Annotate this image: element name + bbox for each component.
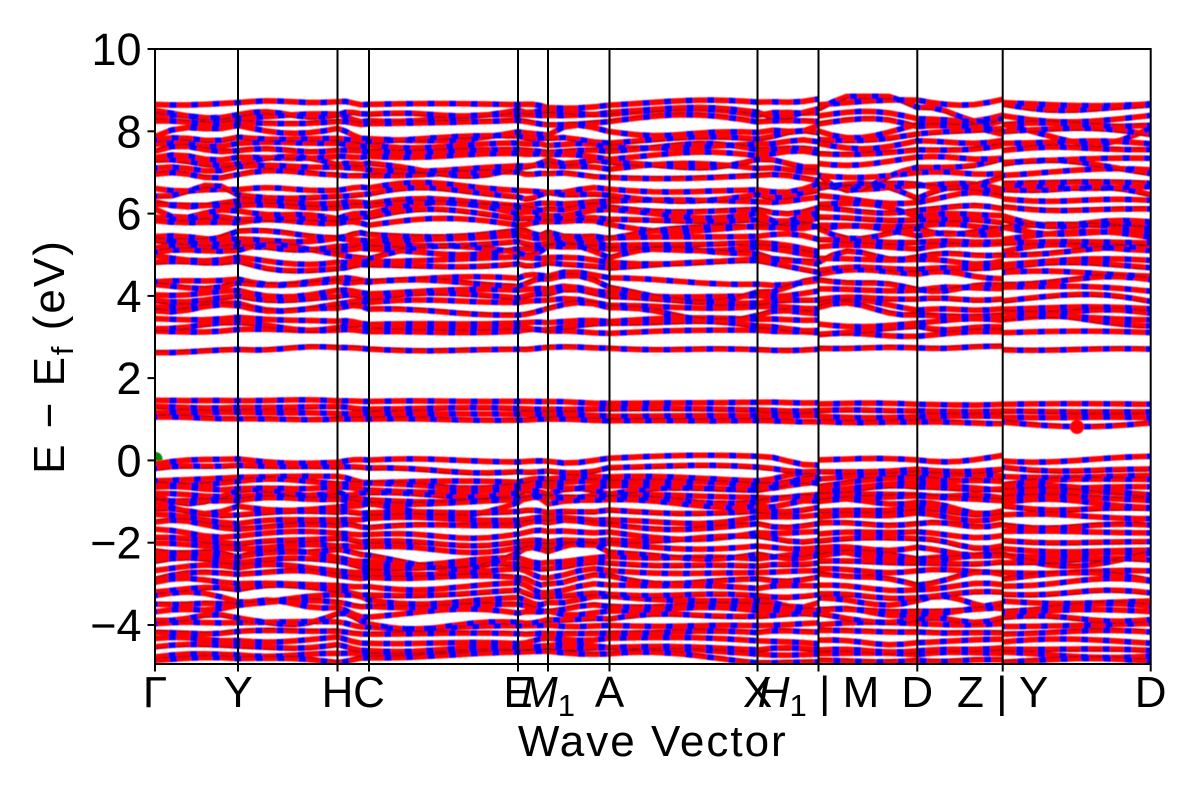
svg-text:−4: −4 [90, 600, 141, 651]
svg-text:0: 0 [116, 435, 141, 486]
svg-text:Z | Y: Z | Y [957, 668, 1048, 717]
svg-text:E − Ef (eV): E − Ef (eV) [25, 239, 80, 474]
svg-text:2: 2 [116, 353, 141, 404]
svg-text:6: 6 [116, 189, 141, 240]
svg-text:4: 4 [116, 271, 141, 322]
svg-text:C: C [353, 668, 385, 717]
svg-text:Y: Y [223, 668, 252, 717]
svg-text:M1: M1 [521, 668, 575, 723]
svg-text:E: E [503, 668, 532, 717]
svg-text:D: D [1135, 668, 1167, 717]
svg-text:−2: −2 [90, 518, 141, 569]
svg-text:D: D [901, 668, 933, 717]
svg-text:Wave Vector: Wave Vector [518, 717, 788, 766]
svg-text:A: A [595, 668, 625, 717]
svg-text:8: 8 [116, 106, 141, 157]
svg-text:H1 | M: H1 | M [758, 668, 880, 723]
svg-text:H: H [322, 668, 354, 717]
svg-text:10: 10 [91, 24, 141, 75]
svg-text:X: X [743, 668, 772, 717]
svg-text:Γ: Γ [143, 668, 167, 717]
